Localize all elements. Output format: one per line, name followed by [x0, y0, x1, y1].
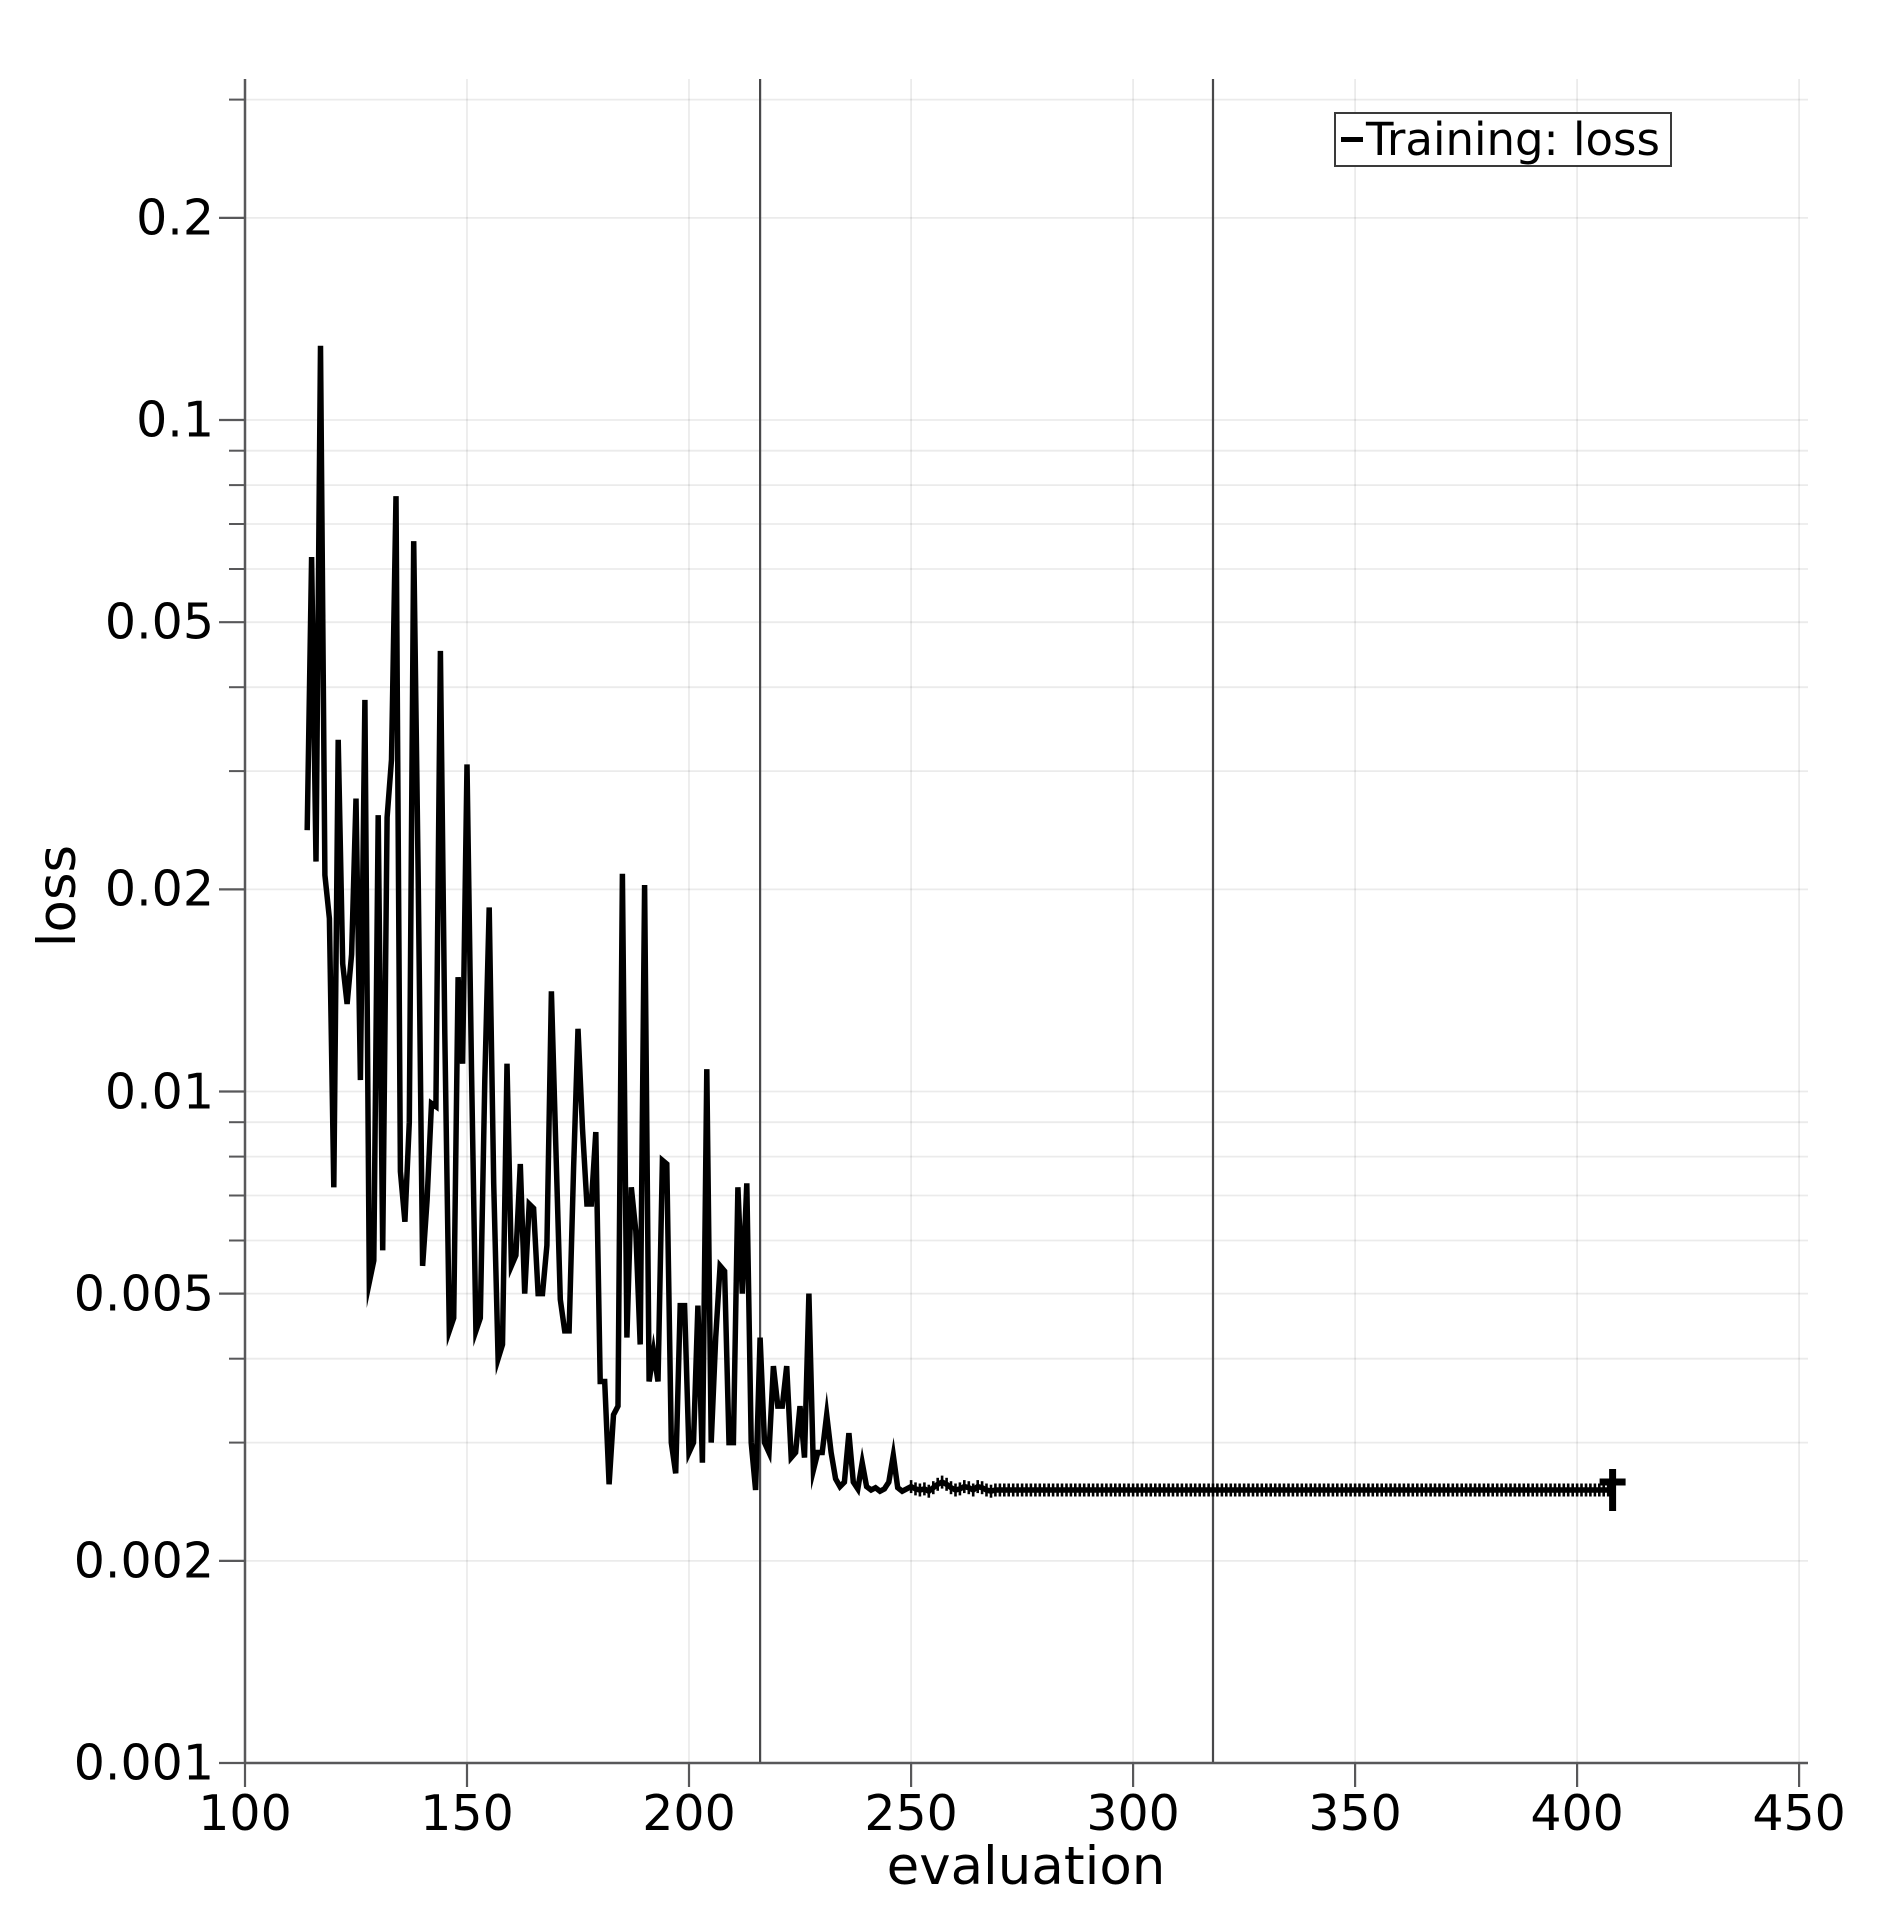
y-tick-label: 0.05 [104, 593, 214, 651]
legend-line-sample-icon [1341, 137, 1363, 142]
x-tick-label: 100 [198, 1785, 292, 1842]
legend-entry-label: Training: loss [1366, 113, 1660, 166]
y-tick-label: 0.001 [73, 1734, 214, 1792]
x-tick-label: 450 [1752, 1785, 1846, 1842]
y-tick-label: 0.1 [136, 391, 214, 449]
y-tick-label: 0.02 [104, 860, 214, 918]
legend: Training: loss [1334, 112, 1672, 167]
x-tick-label: 200 [642, 1785, 736, 1842]
x-tick-label: 250 [864, 1785, 958, 1842]
y-tick-label: 0.002 [73, 1532, 214, 1590]
x-axis-title: evaluation [886, 1836, 1166, 1897]
y-tick-label: 0.01 [104, 1063, 214, 1120]
y-tick-label: 0.005 [73, 1265, 214, 1323]
y-tick-label: 0.2 [136, 189, 214, 247]
y-axis-title: loss [27, 844, 88, 948]
x-tick-label: 350 [1308, 1785, 1402, 1842]
series-training-loss-line [304, 345, 1613, 1497]
x-tick-label: 150 [420, 1785, 514, 1842]
x-tick-label: 300 [1086, 1785, 1180, 1842]
x-tick-label: 400 [1530, 1785, 1624, 1842]
